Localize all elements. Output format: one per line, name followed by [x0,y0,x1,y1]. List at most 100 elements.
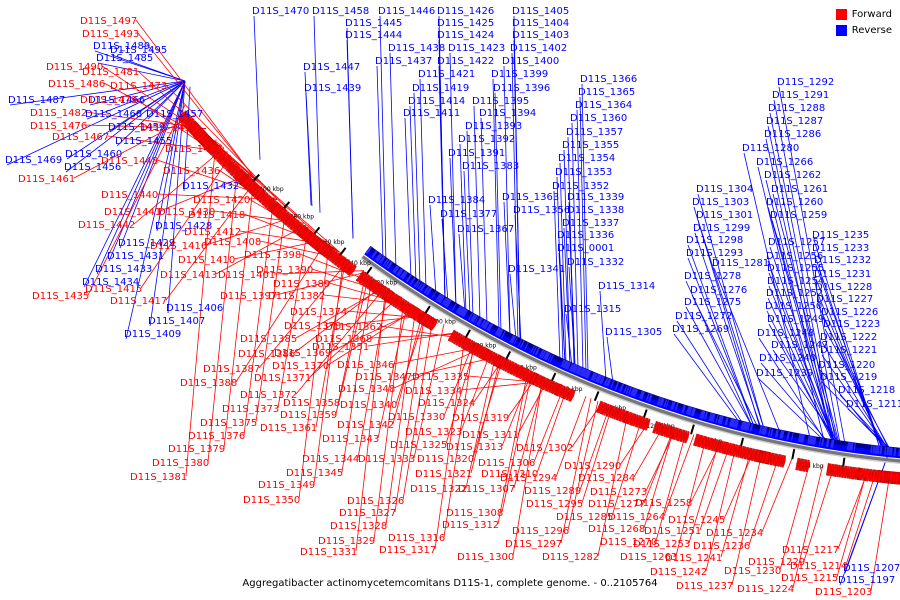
forward-gene [263,196,275,209]
reverse-gene-label: D11S_1259 [770,210,827,221]
forward-gene-label: D11S_1370 [272,361,329,372]
forward-leader [845,471,877,566]
reverse-leader [772,349,840,444]
forward-gene [291,221,302,232]
forward-gene [894,471,900,485]
forward-leader [597,412,629,557]
forward-gene [832,464,838,477]
reverse-gene [417,282,424,290]
reverse-swatch [835,24,847,36]
forward-leader [338,274,370,403]
forward-gene [328,250,338,262]
forward-gene [754,449,761,463]
reverse-gene-label: D11S_1303 [692,197,749,208]
forward-gene [198,134,210,145]
reverse-leader [459,143,467,314]
reverse-leader [96,80,186,275]
ruler-tick-label: 1380 kbp [286,214,314,221]
reverse-label: Reverse [851,24,892,36]
reverse-gene [884,446,887,455]
reverse-gene-label: D11S_1459 [108,122,165,133]
forward-gene [613,407,620,420]
reverse-gene-label: D11S_1218 [838,385,895,396]
forward-gene [746,447,753,461]
forward-gene [204,139,215,150]
reverse-gene [761,426,766,435]
reverse-gene [400,270,407,279]
reverse-leader [9,80,186,106]
reverse-gene [413,279,420,288]
forward-leader [803,465,835,562]
forward-gene [534,374,543,388]
forward-gene [693,433,700,447]
reverse-gene [886,447,890,456]
forward-gene [521,368,530,382]
reverse-gene-label: D11S_1250 [765,301,822,312]
forward-gene [558,385,566,398]
forward-leader [87,104,186,296]
forward-gene [326,249,336,261]
reverse-gene [592,373,598,382]
forward-leader [313,255,345,485]
map-caption: Aggregatibacter actinomycetemcomitans D1… [242,578,658,589]
reverse-gene-label: D11S_1460 [65,149,122,160]
forward-gene [723,442,730,455]
forward-gene [841,465,845,478]
forward-gene-label: D11S_1435 [32,291,89,302]
reverse-gene [735,420,739,429]
reverse-gene-label: D11S_1352 [552,181,609,192]
reverse-gene [586,370,592,379]
forward-gene [288,218,300,231]
reverse-gene-label: D11S_1406 [166,303,223,314]
reverse-leader [687,257,755,427]
reverse-leader [463,170,471,316]
reverse-leader [771,219,839,443]
forward-gene [700,435,708,449]
forward-gene [605,404,613,417]
forward-gene [383,289,394,302]
forward-gene [514,365,524,378]
reverse-leader [438,65,446,301]
forward-gene [248,182,259,194]
forward-leader [655,432,687,542]
reverse-gene [767,427,771,436]
forward-gene [196,131,208,143]
reverse-gene-label: D11S_1367 [457,224,514,235]
reverse-gene [470,313,477,322]
forward-gene [211,147,222,158]
ruler-tick-label: 1400 kbp [255,186,283,193]
forward-gene-label: D11S_1327 [339,508,396,519]
forward-gene-label: D11S_1347 [355,372,412,383]
forward-gene-label: D11S_1300 [457,552,514,563]
forward-leader [220,147,342,254]
reverse-leader [511,52,519,341]
forward-gene [732,444,738,457]
reverse-leader [6,80,186,166]
forward-gene [376,284,386,297]
reverse-leader [97,62,186,82]
reverse-gene [846,442,851,451]
reverse-gene-label: D11S_1286 [764,129,821,140]
reverse-gene-label: D11S_1211 [846,399,900,410]
forward-gene [270,202,282,215]
reverse-gene [468,312,474,321]
reverse-gene [374,253,382,262]
reverse-leader [509,273,517,340]
reverse-gene [584,369,590,378]
reverse-leader [839,394,891,450]
forward-leader [295,286,387,395]
reverse-gene [627,386,633,395]
reverse-gene-label: D11S_1341 [508,264,565,275]
reverse-gene [445,299,452,308]
reverse-leader [458,233,466,313]
reverse-leader [581,83,589,373]
reverse-gene-label: D11S_1291 [772,90,829,101]
reverse-gene [641,391,645,400]
forward-gene [418,312,429,325]
reverse-gene [409,277,416,285]
forward-gene [665,425,673,438]
reverse-leader [713,267,781,433]
reverse-gene-label: D11S_1400 [502,56,559,67]
reverse-gene-label: D11S_1439 [304,83,361,94]
forward-gene [421,314,430,326]
